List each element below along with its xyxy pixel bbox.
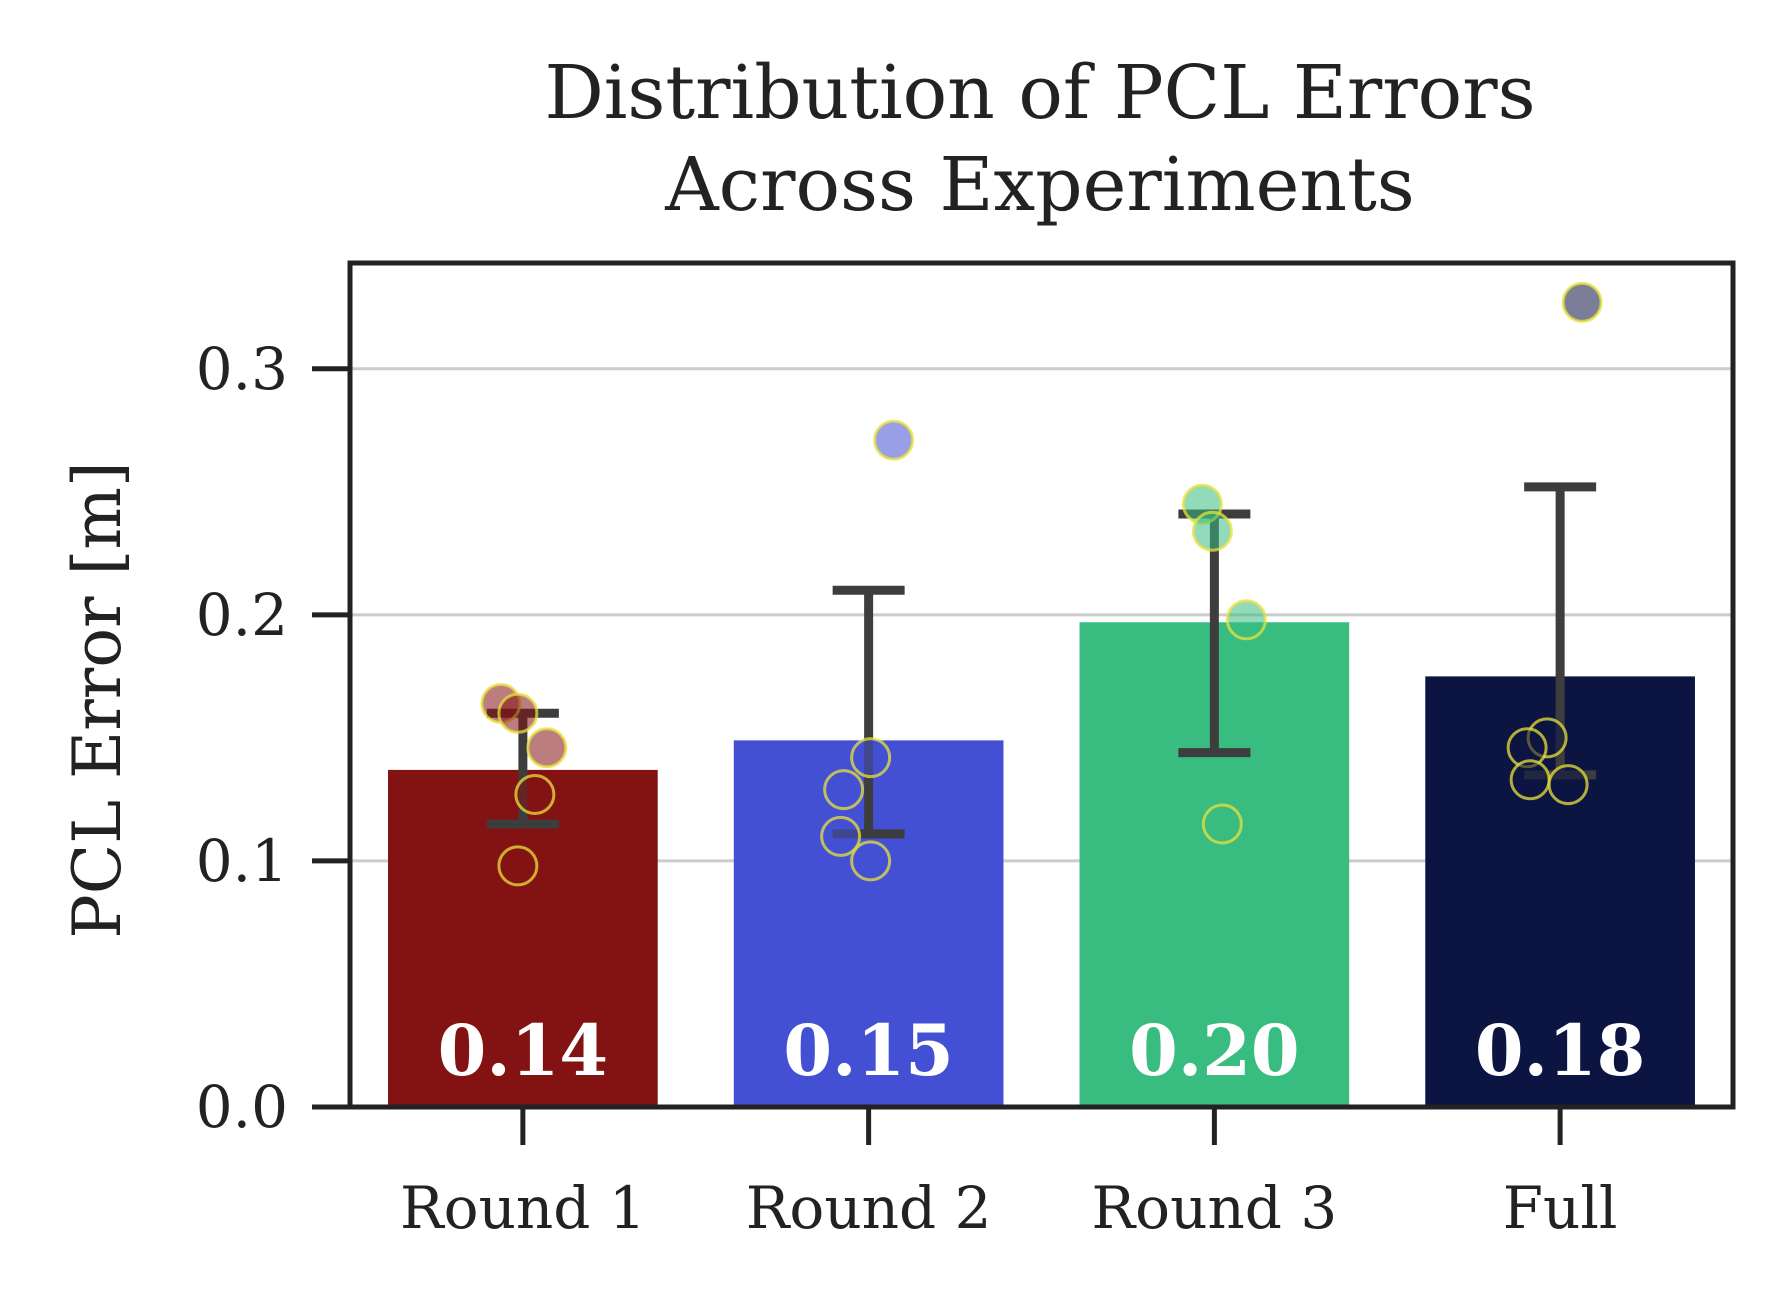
chart-title-line-2: Across Experiments xyxy=(664,142,1415,228)
data-point-2-2 xyxy=(850,737,892,779)
data-point-2-5 xyxy=(850,840,892,882)
data-point-1-2 xyxy=(497,692,539,734)
bar-value-label-4: 0.18 xyxy=(1475,1009,1646,1092)
y-tick-label-1: 0.1 xyxy=(196,827,288,895)
bar-value-labels: 0.14 0.15 0.20 0.18 xyxy=(438,1009,1646,1092)
bar-value-label-1: 0.14 xyxy=(438,1009,609,1092)
data-point-3-3 xyxy=(1225,599,1267,641)
x-tick-label-4: Full xyxy=(1503,1174,1618,1242)
bar-value-label-3: 0.20 xyxy=(1129,1009,1300,1092)
bar-value-label-2: 0.15 xyxy=(783,1009,954,1092)
y-tick-label-3: 0.3 xyxy=(196,335,288,403)
plot-frame xyxy=(347,260,1736,1110)
data-point-2-1 xyxy=(873,419,915,461)
y-tick-label-0: 0.0 xyxy=(196,1073,288,1141)
data-point-3-4 xyxy=(1201,803,1243,845)
data-point-2-3 xyxy=(823,769,865,811)
x-tick-label-2: Round 2 xyxy=(746,1174,992,1242)
data-point-1-3 xyxy=(526,727,568,769)
data-point-4-5 xyxy=(1547,764,1589,806)
axis-ticks: 0.0 0.1 0.2 0.3 Round 1 Round 2 Round 3 Full xyxy=(196,335,1618,1242)
data-point-1-4 xyxy=(514,773,556,815)
x-tick-label-3: Round 3 xyxy=(1091,1174,1337,1242)
data-point-2-4 xyxy=(820,815,862,857)
chart-title-line-1: Distribution of PCL Errors xyxy=(544,50,1535,136)
data-point-4-1 xyxy=(1561,281,1603,323)
data-point-1-5 xyxy=(497,845,539,887)
x-tick-label-1: Round 1 xyxy=(400,1174,646,1242)
y-tick-label-2: 0.2 xyxy=(196,581,288,649)
data-point-4-4 xyxy=(1509,759,1551,801)
data-points xyxy=(480,281,1603,887)
y-axis-label: PCL Error [m] xyxy=(59,461,136,938)
data-point-3-2 xyxy=(1191,510,1233,552)
